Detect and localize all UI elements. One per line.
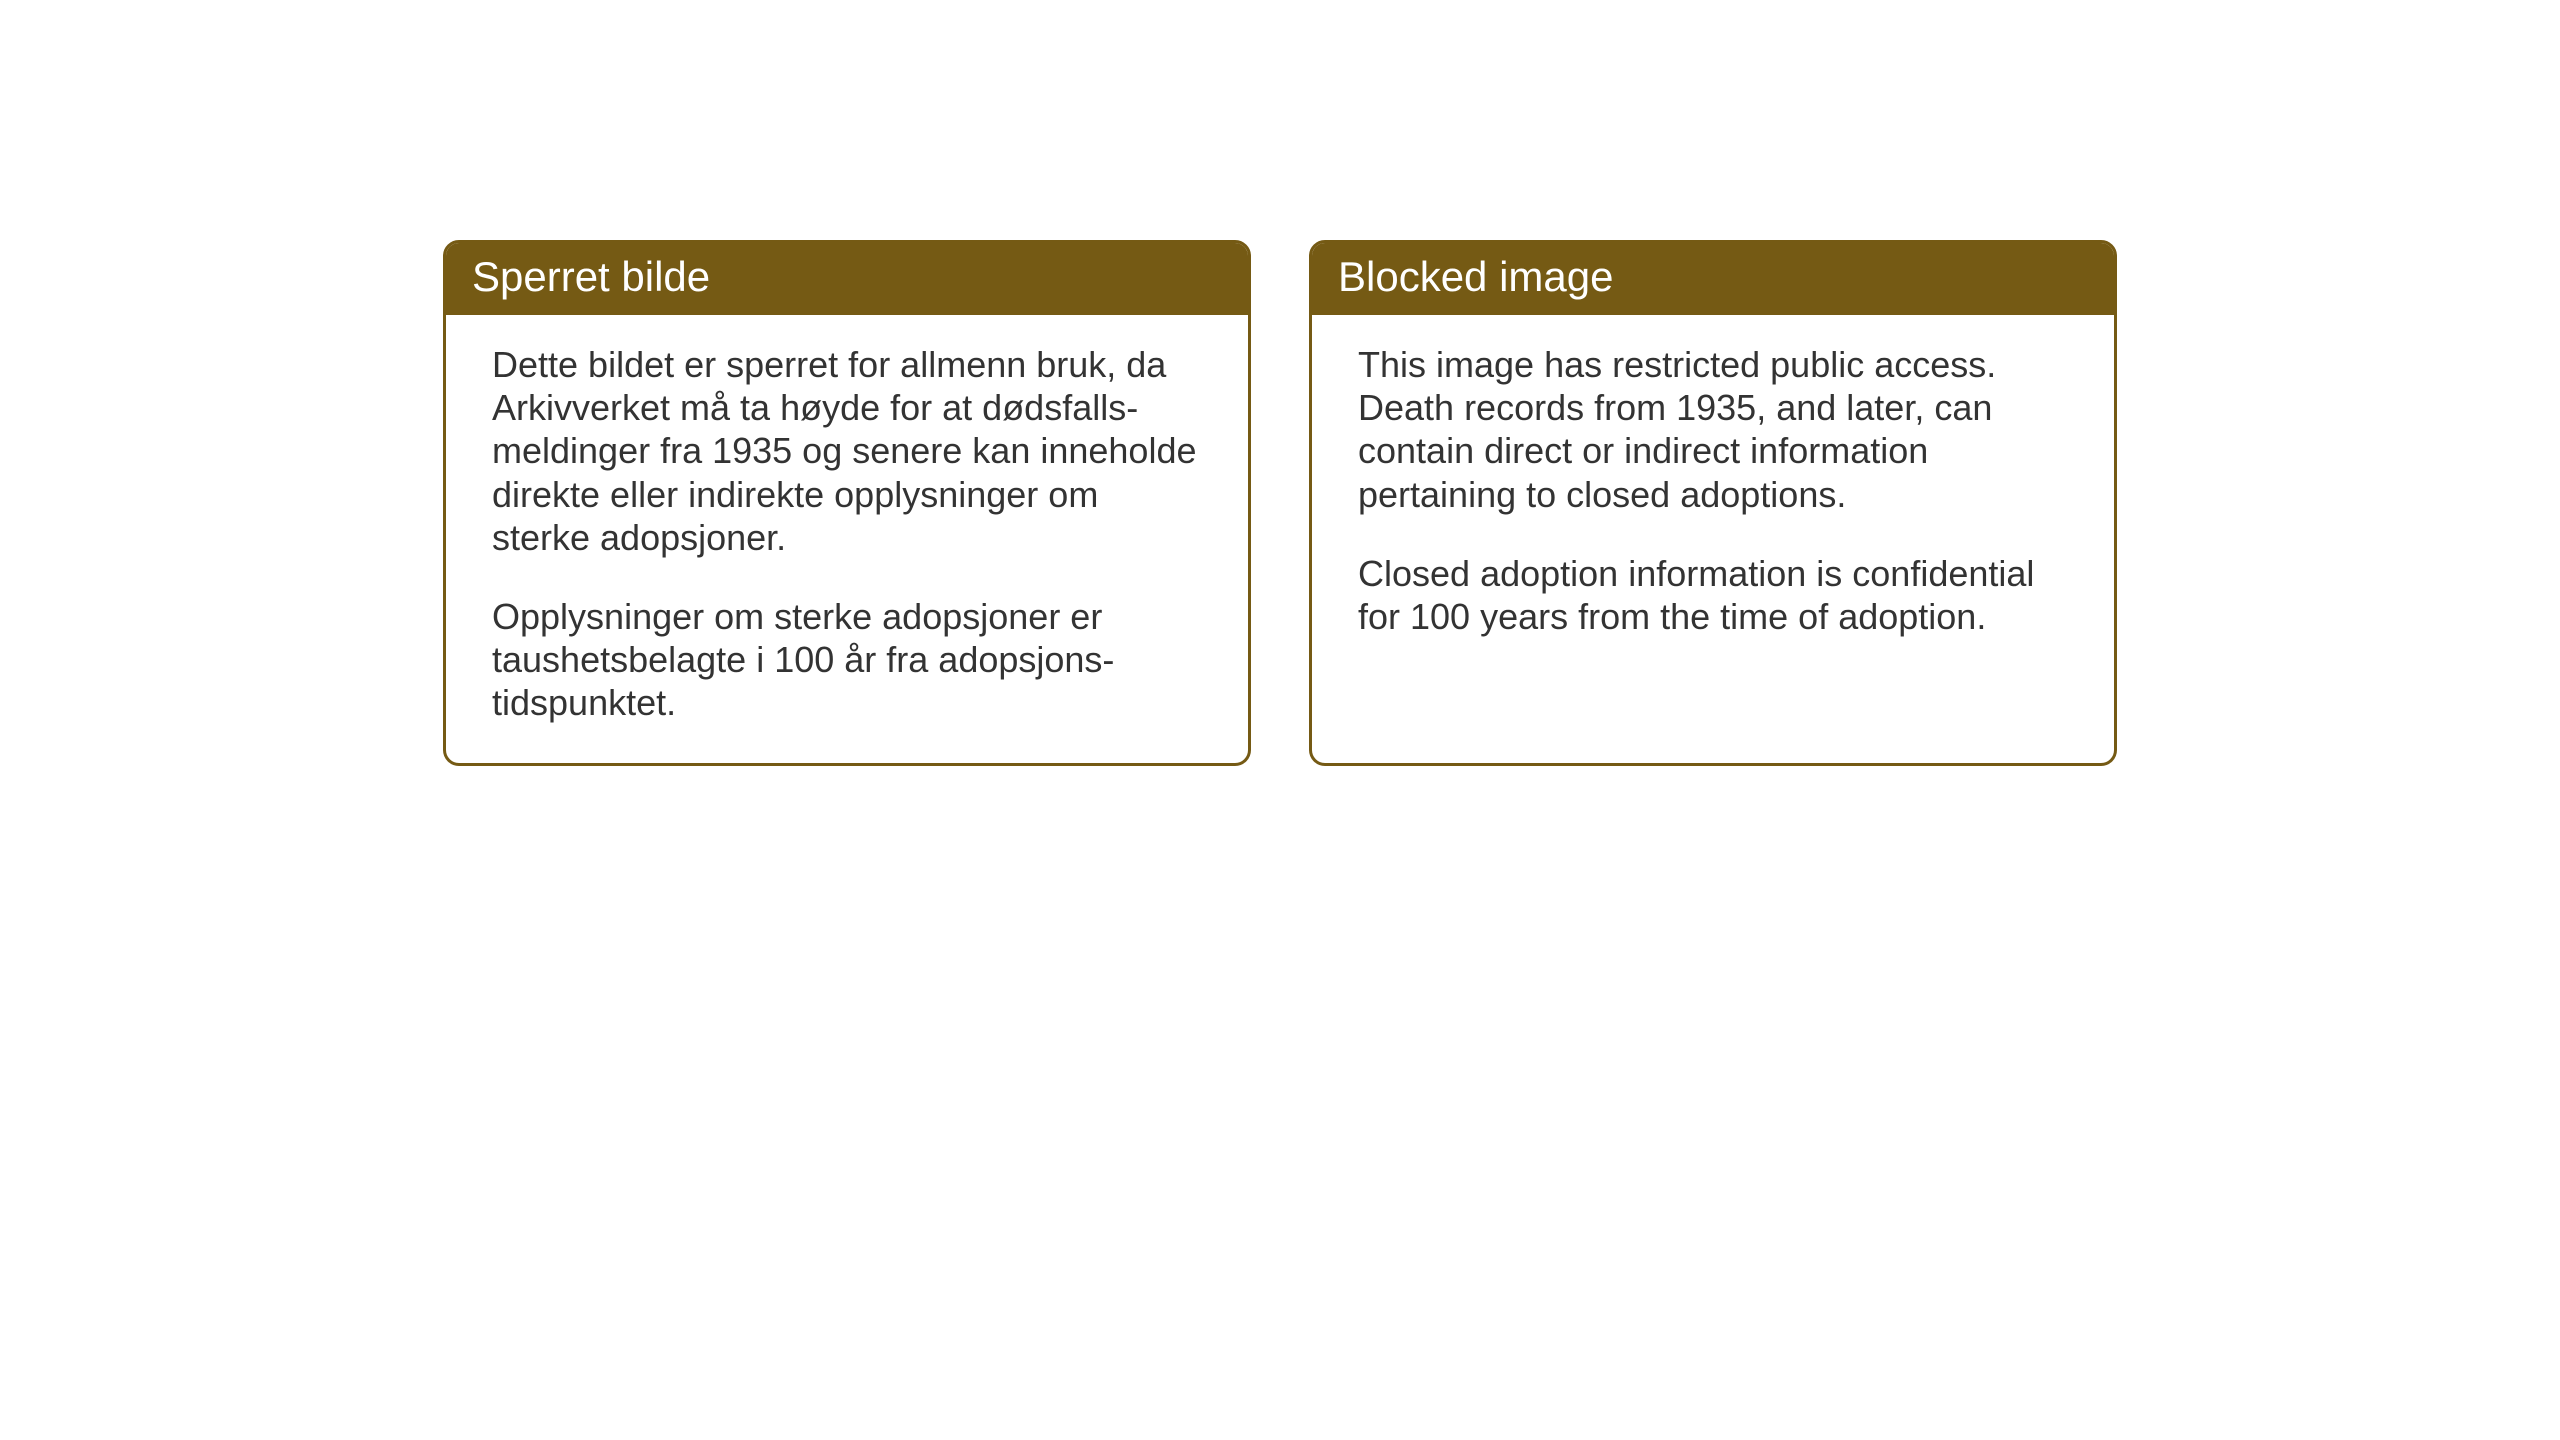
card-paragraph-2-norwegian: Opplysninger om sterke adopsjoner er tau… <box>492 595 1202 725</box>
card-body-english: This image has restricted public access.… <box>1312 315 2114 705</box>
card-title-english: Blocked image <box>1338 253 1613 300</box>
notice-card-english: Blocked image This image has restricted … <box>1309 240 2117 766</box>
card-header-norwegian: Sperret bilde <box>446 243 1248 315</box>
notice-cards-container: Sperret bilde Dette bildet er sperret fo… <box>443 240 2117 766</box>
card-paragraph-2-english: Closed adoption information is confident… <box>1358 552 2068 638</box>
card-body-norwegian: Dette bildet er sperret for allmenn bruk… <box>446 315 1248 763</box>
card-header-english: Blocked image <box>1312 243 2114 315</box>
card-title-norwegian: Sperret bilde <box>472 253 710 300</box>
card-paragraph-1-norwegian: Dette bildet er sperret for allmenn bruk… <box>492 343 1202 559</box>
card-paragraph-1-english: This image has restricted public access.… <box>1358 343 2068 516</box>
notice-card-norwegian: Sperret bilde Dette bildet er sperret fo… <box>443 240 1251 766</box>
